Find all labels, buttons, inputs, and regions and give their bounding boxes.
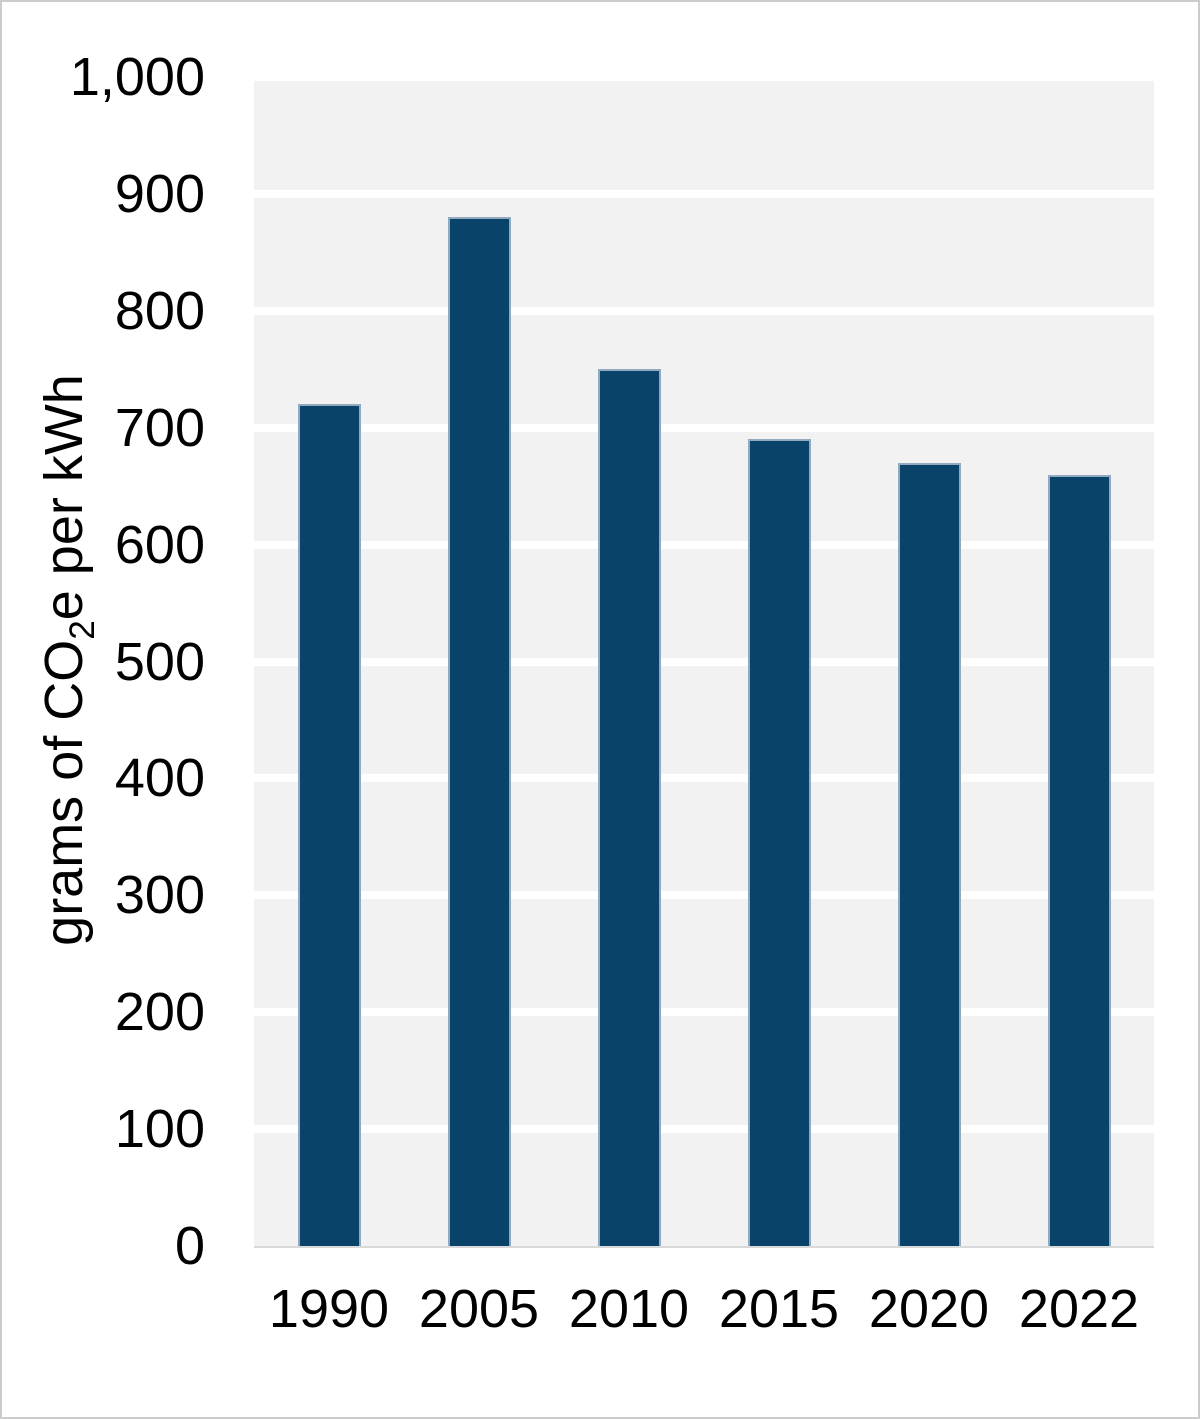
y-tick-label-200: 200: [114, 982, 205, 1043]
y-tick-label-800: 800: [114, 280, 205, 341]
gridline-900: [254, 189, 1154, 198]
y-tick-label-900: 900: [114, 163, 205, 224]
gridline-1000: [254, 77, 1154, 81]
x-axis-tick-labels: 1990 2005 2010 2015 2020 2022: [2, 1277, 1198, 1347]
x-tick-label-2022: 2022: [1018, 1279, 1140, 1339]
bar-1990: [297, 404, 361, 1246]
bar-2010: [597, 369, 661, 1246]
y-tick-label-0: 0: [174, 1216, 205, 1276]
gridline-400: [254, 774, 1154, 783]
bar-2020: [897, 462, 961, 1246]
gridline-200: [254, 1008, 1154, 1017]
plot-area: [254, 77, 1154, 1246]
x-tick-label-2010: 2010: [568, 1279, 690, 1339]
gridline-500: [254, 657, 1154, 666]
y-axis-tick-labels: 0 100 200 300 400 500 600 700 800 900 1,000: [2, 2, 205, 1417]
y-tick-label-1000: 1,000: [69, 47, 205, 107]
gridline-100: [254, 1125, 1154, 1134]
x-tick-label-2005: 2005: [418, 1279, 540, 1339]
y-tick-label-700: 700: [114, 397, 205, 458]
x-axis-line: [254, 1246, 1154, 1248]
y-tick-label-500: 500: [114, 631, 205, 692]
gridline-300: [254, 891, 1154, 900]
bar-2005: [447, 217, 511, 1246]
gridline-600: [254, 540, 1154, 549]
gridline-800: [254, 306, 1154, 315]
y-tick-label-100: 100: [114, 1099, 205, 1160]
gridline-700: [254, 423, 1154, 432]
y-tick-label-400: 400: [114, 748, 205, 809]
y-tick-label-300: 300: [114, 865, 205, 926]
x-tick-label-2015: 2015: [718, 1279, 840, 1339]
x-tick-label-1990: 1990: [268, 1279, 390, 1339]
y-tick-label-600: 600: [114, 514, 205, 575]
x-tick-label-2020: 2020: [868, 1279, 990, 1339]
bar-2015: [747, 439, 811, 1246]
bar-2022: [1047, 474, 1111, 1246]
